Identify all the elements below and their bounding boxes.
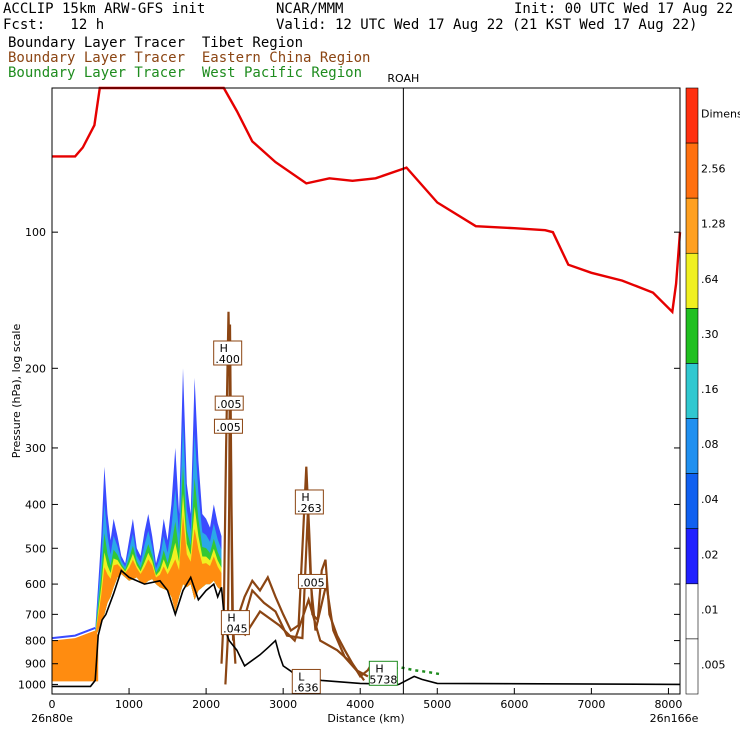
- tracer-band-green: [95, 465, 222, 639]
- x-tick-label: 8000: [654, 698, 682, 711]
- tracer-band-blue: [95, 368, 222, 639]
- peak-label-box: [368, 660, 398, 686]
- peak-label-value: .005: [217, 398, 242, 411]
- forecast-hour: Fcst: 12 h: [3, 17, 105, 33]
- plot-frame: [51, 87, 681, 695]
- west-pacific-contour: [375, 665, 442, 678]
- x-tick-label: 7000: [577, 698, 605, 711]
- colorbar-segment: [685, 528, 699, 585]
- x-tick-label: 3000: [269, 698, 297, 711]
- colorbar-segment: [685, 87, 699, 144]
- x-tick-label: 4000: [346, 698, 374, 711]
- colorbar-segment: [685, 308, 699, 364]
- x-tick-label: 1000: [115, 698, 143, 711]
- x-start-label: 26n80e: [31, 712, 73, 725]
- center-label: NCAR/MMM: [276, 1, 344, 17]
- y-tick-label: 1000: [18, 678, 46, 691]
- colorbar-segment: [685, 252, 699, 309]
- colorbar-label: .04: [701, 493, 719, 506]
- y-tick-label: 900: [25, 658, 46, 671]
- terrain-line: [52, 569, 681, 688]
- x-tick-label: 0: [49, 698, 56, 711]
- colorbar-segment: [685, 583, 699, 640]
- peak-label-letter: H: [301, 491, 309, 504]
- x-tick-label: 5000: [423, 698, 451, 711]
- colorbar-label: Dimensionless: [701, 108, 740, 121]
- colorbar-segment: [685, 473, 699, 530]
- tracer-lowlevel-edge: [51, 626, 96, 640]
- eastern-china-contour: [239, 513, 369, 678]
- peak-label-letter: H: [375, 662, 383, 675]
- colorbar-segment: [685, 197, 699, 254]
- colorbar-segment: [685, 142, 699, 199]
- y-tick-label: 400: [25, 498, 46, 511]
- colorbar-label: .08: [701, 438, 719, 451]
- peak-label-value: .263: [297, 502, 322, 515]
- peak-label-box: [213, 340, 243, 366]
- x-end-label: 26n166e: [650, 712, 699, 725]
- tracer-band-orange: [95, 515, 222, 639]
- peak-label-letter: H: [220, 342, 228, 355]
- roah-marker-label: ROAH: [387, 72, 419, 85]
- tracer-band-lowlevel: [52, 630, 99, 682]
- eastern-china-contour: [243, 596, 366, 682]
- peak-label-box: [213, 418, 243, 434]
- y-tick-label: 100: [25, 226, 46, 239]
- colorbar-segment: [685, 363, 699, 419]
- peak-label-value: .045: [223, 623, 248, 636]
- colorbar-label: .16: [701, 383, 719, 396]
- colorbar-label: 1.28: [701, 218, 726, 231]
- x-axis-label: Distance (km): [327, 712, 404, 725]
- peak-label-box: [294, 489, 324, 515]
- peak-label-box: [220, 610, 250, 636]
- y-tick-label: 500: [25, 542, 46, 555]
- colorbar-label: .30: [701, 328, 719, 341]
- colorbar-segment: [685, 638, 699, 695]
- y-tick-label: 300: [25, 442, 46, 455]
- y-tick-label: 600: [25, 578, 46, 591]
- peak-label-value: .636: [294, 681, 319, 694]
- x-tick-label: 2000: [192, 698, 220, 711]
- peak-label-box: [214, 395, 244, 411]
- eastern-china-contour: [224, 324, 235, 685]
- y-tick-label: 200: [25, 362, 46, 375]
- x-tick-label: 6000: [500, 698, 528, 711]
- peak-label-letter: L: [298, 670, 305, 683]
- peak-label-letter: H: [227, 612, 235, 625]
- peak-label-value: .005: [216, 421, 241, 434]
- colorbar-label: 2.56: [701, 163, 726, 176]
- colorbar-label: .02: [701, 548, 719, 561]
- legend-tibet: Boundary Layer Tracer Tibet Region: [8, 35, 304, 51]
- y-axis-label: Pressure (hPa), log scale: [10, 324, 23, 459]
- tropopause-line: [52, 86, 682, 315]
- model-title: ACCLIP 15km ARW-GFS init: [3, 1, 206, 17]
- legend-eastern-china: Boundary Layer Tracer Eastern China Regi…: [8, 50, 371, 66]
- init-time: Init: 00 UTC Wed 17 Aug 22: [514, 1, 734, 17]
- legend-west-pacific: Boundary Layer Tracer West Pacific Regio…: [8, 65, 363, 81]
- colorbar-label: .005: [701, 658, 726, 671]
- valid-time: Valid: 12 UTC Wed 17 Aug 22 (21 KST Wed …: [276, 17, 698, 33]
- peak-label-value: .400: [215, 353, 240, 366]
- colorbar-label: .01: [701, 603, 719, 616]
- colorbar-segment: [685, 418, 699, 474]
- peak-label-value: .005: [300, 576, 325, 589]
- colorbar-label: .64: [701, 273, 719, 286]
- peak-label-box: [297, 573, 327, 589]
- y-tick-label: 700: [25, 608, 46, 621]
- peak-label-value: 5738: [369, 673, 397, 686]
- peak-label-box: [291, 668, 321, 694]
- y-tick-label: 800: [25, 635, 46, 648]
